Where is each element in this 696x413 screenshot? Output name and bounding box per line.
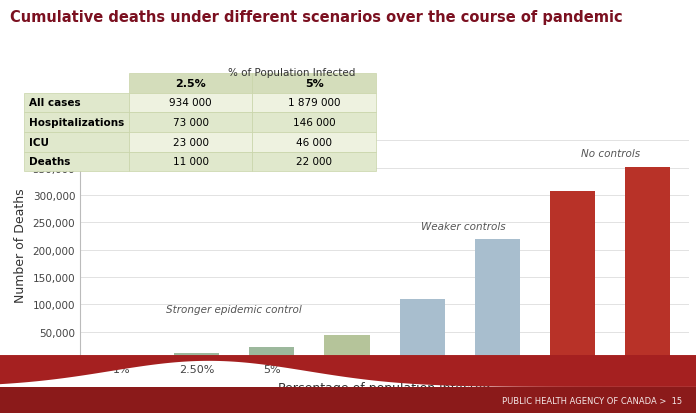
X-axis label: Percentage of population infected: Percentage of population infected	[278, 381, 491, 394]
Bar	[174, 353, 219, 359]
Bar	[625, 167, 670, 359]
Text: Stronger epidemic control: Stronger epidemic control	[166, 304, 302, 315]
PathPatch shape	[0, 355, 696, 387]
Bar	[249, 347, 294, 359]
Text: Weaker controls: Weaker controls	[421, 221, 506, 231]
Bar	[550, 191, 595, 359]
Text: PUBLIC HEALTH AGENCY OF CANADA >  15: PUBLIC HEALTH AGENCY OF CANADA > 15	[502, 396, 682, 405]
Y-axis label: Number of Deaths: Number of Deaths	[14, 188, 27, 302]
Bar	[324, 335, 370, 359]
Bar	[400, 299, 445, 359]
Bar	[475, 239, 520, 359]
Bar	[99, 356, 144, 359]
Text: Cumulative deaths under different scenarios over the course of pandemic: Cumulative deaths under different scenar…	[10, 10, 623, 25]
Text: % of Population Infected: % of Population Infected	[228, 68, 356, 78]
Bar	[0, 387, 696, 413]
Text: No controls: No controls	[580, 149, 640, 159]
